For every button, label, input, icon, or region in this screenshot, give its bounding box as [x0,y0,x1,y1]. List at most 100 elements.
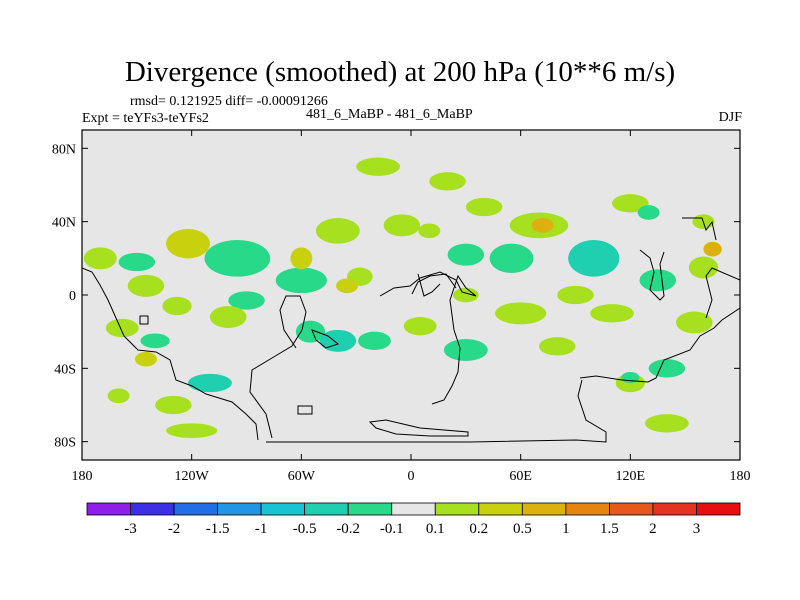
contour-blob-26 [531,218,554,233]
x-tick-label-2: 60W [288,469,316,484]
contour-blob-0 [166,229,210,259]
contour-blob-13 [403,317,437,336]
contour-blob-27 [447,243,485,266]
contour-blob-5 [275,267,327,294]
case-label: 481_6_MaBP - 481_6_MaBP [306,107,473,122]
contour-blob-20 [166,423,218,438]
x-tick-label-4: 60E [509,469,532,484]
season-label: DJF [718,110,742,125]
colorbar-swatch-3 [217,502,262,516]
contour-blob-9 [105,318,139,338]
contour-blob-37 [703,241,722,257]
x-tick-label-0: 180 [72,469,93,484]
contour-blob-33 [495,302,547,325]
coastline-south-america-east [249,295,307,439]
contour-blob-22 [356,157,401,176]
contour-blob-2 [83,247,117,270]
contour-blob-35 [676,311,713,334]
contour-blob-14 [290,247,313,270]
coastline-antarctic-peninsula [368,419,469,437]
colorbar-label-4: -0.5 [293,521,317,537]
colorbar-swatch-9 [478,502,523,516]
contour-blob-16 [383,214,421,237]
coastline-island-a [297,405,313,415]
y-tick-label-4: 80S [54,436,76,451]
coastline-australia [579,267,740,383]
plot-background [82,130,740,460]
colorbar-label-0: -3 [124,521,137,537]
contour-blob-4 [204,240,271,277]
coastline-india [417,273,441,297]
contour-blob-3 [118,252,156,272]
chart-title: Divergence (smoothed) at 200 hPa (10**6 … [124,56,676,88]
colorbar-label-7: 0.1 [426,521,445,537]
contour-fill-layer [83,157,722,438]
coastline-americas-west [82,267,259,441]
colorbar-label-10: 1 [562,521,570,537]
contour-blob-34 [590,304,634,323]
contour-blob-32 [453,287,479,303]
contour-blob-31 [557,285,594,305]
coastline-europe [411,273,457,295]
colorbar-swatch-11 [565,502,610,516]
contour-blob-40 [648,359,686,378]
contour-blob-19 [155,395,192,415]
contour-blob-1 [127,274,165,297]
contour-blob-18 [188,373,232,393]
contour-blob-6 [228,291,265,310]
colorbar-swatch-2 [173,502,218,516]
contour-blob-49 [107,388,130,404]
contour-blob-21 [135,351,157,367]
contour-blob-44 [465,197,503,217]
colorbar-swatch-14 [696,502,741,516]
coastline-layer [82,217,740,443]
experiment-label: Expt = teYFs3-teYFs2 [82,111,209,126]
contour-blob-24 [336,278,358,294]
colorbar-label-13: 3 [693,521,701,537]
coastline-caribbean [311,329,340,349]
coastline-island-b [139,315,149,325]
contour-blob-48 [637,205,660,220]
colorbar-swatch-12 [609,502,654,516]
axis-ticks: 180 120W 60W 0 60E 120E 180 80N 40N 0 40S 80S [52,130,751,484]
colorbar-swatch-1 [130,502,175,516]
colorbar-swatch-0 [86,502,131,516]
contour-blob-28 [489,243,534,273]
y-tick-label-0: 80N [52,142,76,157]
coastline-antarctica [266,379,607,443]
colorbar-swatch-13 [652,502,697,516]
contour-blob-39 [538,337,576,356]
coastline-africa [379,271,477,405]
colorbar-swatch-7 [391,502,436,516]
x-tick-label-6: 180 [730,469,751,484]
contour-blob-30 [639,269,677,292]
colorbar-swatch-5 [304,502,349,516]
contour-blob-23 [429,172,466,191]
colorbar-swatch-8 [434,502,480,516]
colorbar-swatch-4 [260,502,306,516]
x-tick-label-3: 0 [408,469,415,484]
contour-blob-7 [209,306,247,328]
colorbar-swatch-10 [521,502,567,516]
colorbar-label-9: 0.5 [513,521,532,537]
stats-label: rmsd= 0.121925 diff= -0.00091266 [130,94,328,109]
colorbar-label-5: -0.2 [336,521,360,537]
colorbar-label-11: 1.5 [600,521,619,537]
colorbar-label-2: -1.5 [206,521,230,537]
contour-blob-15 [315,218,360,244]
contour-blob-29 [568,240,620,277]
x-tick-label-5: 120E [616,469,646,484]
coastline-asia-east [639,249,665,301]
colorbar-label-8: 0.2 [469,521,488,537]
y-tick-label-1: 40N [52,216,76,231]
colorbar-label-3: -1 [255,521,268,537]
contour-blob-50 [140,333,170,349]
colorbar-label-1: -2 [168,521,181,537]
colorbar-label-6: -0.1 [380,521,404,537]
colorbar-label-12: 2 [649,521,657,537]
contour-blob-8 [162,296,192,316]
y-tick-label-2: 0 [69,289,76,304]
contour-blob-43 [644,414,689,433]
contour-blob-38 [443,339,488,361]
